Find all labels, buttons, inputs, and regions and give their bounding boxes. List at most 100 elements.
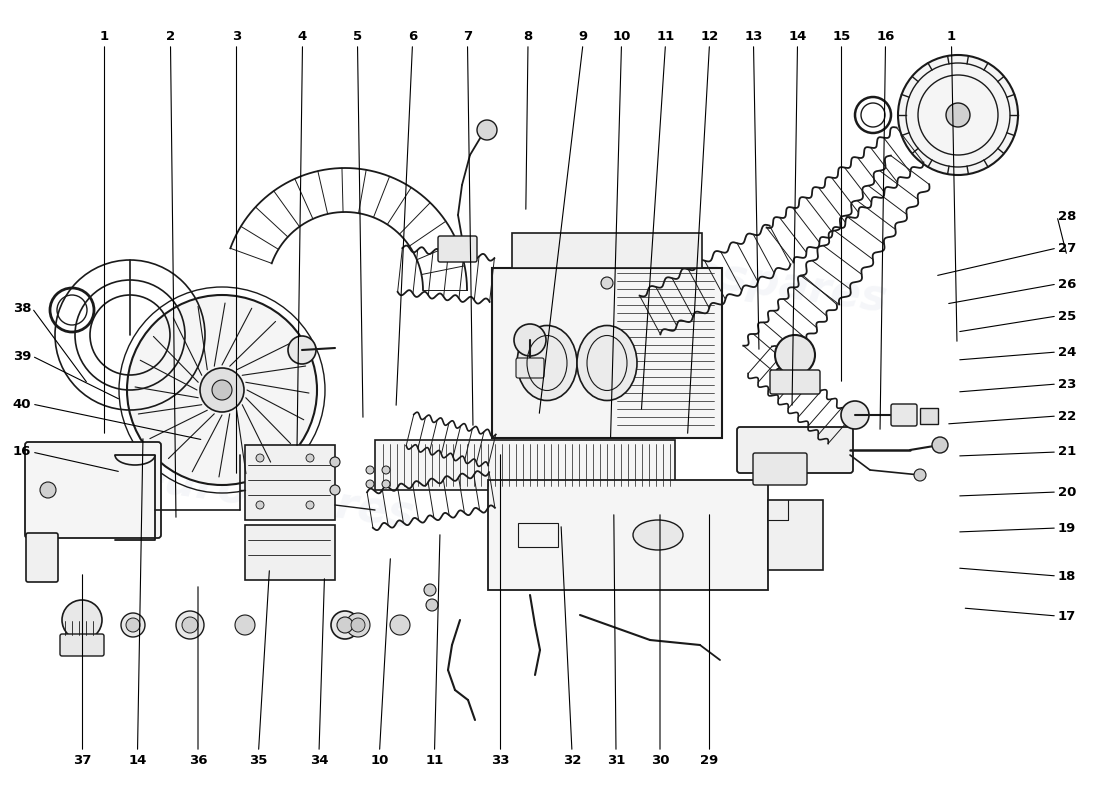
FancyBboxPatch shape <box>488 480 768 590</box>
Text: 15: 15 <box>833 30 850 42</box>
Circle shape <box>306 501 313 509</box>
FancyBboxPatch shape <box>737 427 852 473</box>
Circle shape <box>62 600 102 640</box>
Circle shape <box>366 480 374 488</box>
FancyBboxPatch shape <box>512 233 702 268</box>
Circle shape <box>331 611 359 639</box>
Circle shape <box>914 469 926 481</box>
Text: 26: 26 <box>1058 278 1076 290</box>
Text: 27: 27 <box>1058 242 1076 254</box>
FancyBboxPatch shape <box>438 236 477 262</box>
Text: 38: 38 <box>13 302 31 314</box>
Circle shape <box>121 613 145 637</box>
Text: 25: 25 <box>1058 310 1076 322</box>
Text: 14: 14 <box>129 754 146 766</box>
Ellipse shape <box>632 520 683 550</box>
Text: 33: 33 <box>492 754 509 766</box>
Circle shape <box>382 466 390 474</box>
Text: 39: 39 <box>13 350 31 362</box>
Circle shape <box>126 295 317 485</box>
Text: 1: 1 <box>100 30 109 42</box>
Text: 29: 29 <box>701 754 718 766</box>
Text: 22: 22 <box>1058 410 1076 422</box>
Text: 16: 16 <box>13 446 31 458</box>
Text: 16: 16 <box>877 30 894 42</box>
Text: 20: 20 <box>1058 486 1076 498</box>
Circle shape <box>235 615 255 635</box>
FancyBboxPatch shape <box>891 404 917 426</box>
Circle shape <box>898 55 1018 175</box>
Text: 35: 35 <box>250 754 267 766</box>
FancyBboxPatch shape <box>245 525 336 580</box>
Text: 5: 5 <box>353 30 362 42</box>
Text: 3: 3 <box>232 30 241 42</box>
Text: 17: 17 <box>1058 610 1076 622</box>
Circle shape <box>776 335 815 375</box>
FancyBboxPatch shape <box>60 634 104 656</box>
Ellipse shape <box>517 326 578 401</box>
Circle shape <box>426 599 438 611</box>
Text: 1: 1 <box>947 30 956 42</box>
Circle shape <box>126 618 140 632</box>
Circle shape <box>176 611 204 639</box>
Circle shape <box>390 615 410 635</box>
Circle shape <box>337 617 353 633</box>
Text: 2: 2 <box>166 30 175 42</box>
FancyBboxPatch shape <box>492 268 722 438</box>
Circle shape <box>346 613 370 637</box>
Text: 28: 28 <box>1058 210 1076 222</box>
Text: 13: 13 <box>745 30 762 42</box>
Text: 37: 37 <box>74 754 91 766</box>
Text: 34: 34 <box>310 754 328 766</box>
Text: 6: 6 <box>408 30 417 42</box>
Text: 18: 18 <box>1058 570 1076 582</box>
Text: 10: 10 <box>613 30 630 42</box>
Circle shape <box>288 336 316 364</box>
Text: 14: 14 <box>789 30 806 42</box>
Text: 9: 9 <box>579 30 587 42</box>
Circle shape <box>842 401 869 429</box>
Circle shape <box>330 457 340 467</box>
Text: 23: 23 <box>1058 378 1076 390</box>
Text: 7: 7 <box>463 30 472 42</box>
FancyBboxPatch shape <box>768 500 823 570</box>
Text: 10: 10 <box>371 754 388 766</box>
Circle shape <box>256 454 264 462</box>
Text: 32: 32 <box>563 754 581 766</box>
FancyBboxPatch shape <box>245 445 336 520</box>
Text: 24: 24 <box>1058 346 1076 358</box>
Text: 8: 8 <box>524 30 532 42</box>
Text: 21: 21 <box>1058 446 1076 458</box>
Circle shape <box>212 380 232 400</box>
FancyBboxPatch shape <box>754 453 807 485</box>
Circle shape <box>330 485 340 495</box>
Text: 40: 40 <box>13 398 31 410</box>
Text: 19: 19 <box>1058 522 1076 534</box>
Circle shape <box>424 584 436 596</box>
Circle shape <box>514 324 546 356</box>
FancyBboxPatch shape <box>375 440 675 490</box>
Circle shape <box>946 103 970 127</box>
Text: eurospares: eurospares <box>606 239 890 321</box>
Circle shape <box>351 618 365 632</box>
Text: 36: 36 <box>189 754 207 766</box>
Circle shape <box>601 277 613 289</box>
Circle shape <box>382 480 390 488</box>
Text: 11: 11 <box>426 754 443 766</box>
Circle shape <box>477 120 497 140</box>
Circle shape <box>932 437 948 453</box>
FancyBboxPatch shape <box>770 370 820 394</box>
Circle shape <box>306 454 313 462</box>
Circle shape <box>200 368 244 412</box>
Text: 30: 30 <box>651 754 669 766</box>
Text: 31: 31 <box>607 754 625 766</box>
Circle shape <box>182 617 198 633</box>
Text: 11: 11 <box>657 30 674 42</box>
Text: eurospares: eurospares <box>133 455 417 537</box>
Ellipse shape <box>578 326 637 401</box>
Text: 12: 12 <box>701 30 718 42</box>
Circle shape <box>256 501 264 509</box>
Text: 4: 4 <box>298 30 307 42</box>
FancyBboxPatch shape <box>26 533 58 582</box>
Circle shape <box>40 482 56 498</box>
